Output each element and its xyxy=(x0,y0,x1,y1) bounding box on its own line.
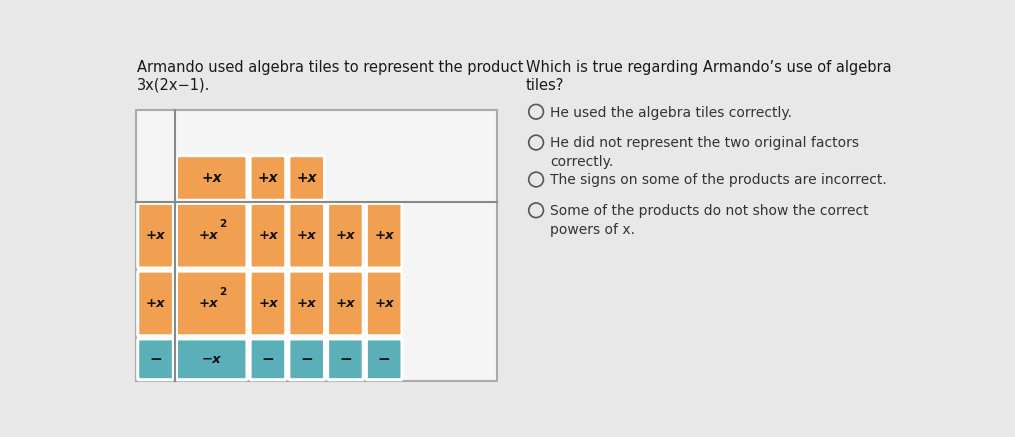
FancyBboxPatch shape xyxy=(328,203,363,268)
Text: −: − xyxy=(149,352,162,367)
Text: −: − xyxy=(300,352,313,367)
FancyBboxPatch shape xyxy=(138,203,174,268)
Text: +x: +x xyxy=(375,297,394,310)
FancyBboxPatch shape xyxy=(289,339,325,380)
FancyBboxPatch shape xyxy=(250,271,286,336)
Text: +x: +x xyxy=(336,297,355,310)
Text: +x: +x xyxy=(296,171,317,185)
Text: 2: 2 xyxy=(219,287,226,297)
FancyBboxPatch shape xyxy=(138,339,174,380)
Text: Which is true regarding Armando’s use of algebra
tiles?: Which is true regarding Armando’s use of… xyxy=(526,60,891,93)
Text: +x: +x xyxy=(199,297,218,310)
FancyBboxPatch shape xyxy=(250,339,286,380)
FancyBboxPatch shape xyxy=(366,203,402,268)
Text: +x: +x xyxy=(258,297,278,310)
FancyBboxPatch shape xyxy=(177,156,247,200)
Text: He used the algebra tiles correctly.: He used the algebra tiles correctly. xyxy=(550,106,792,120)
FancyBboxPatch shape xyxy=(289,271,325,336)
FancyBboxPatch shape xyxy=(289,203,325,268)
FancyBboxPatch shape xyxy=(366,271,402,336)
FancyBboxPatch shape xyxy=(177,203,247,268)
FancyBboxPatch shape xyxy=(250,203,286,268)
Text: −: − xyxy=(339,352,352,367)
Text: +x: +x xyxy=(258,171,278,185)
FancyBboxPatch shape xyxy=(177,271,247,336)
Text: −: − xyxy=(262,352,274,367)
Text: +x: +x xyxy=(296,229,317,242)
FancyBboxPatch shape xyxy=(289,156,325,200)
Text: +x: +x xyxy=(146,229,165,242)
Text: He did not represent the two original factors
correctly.: He did not represent the two original fa… xyxy=(550,136,859,169)
Text: The signs on some of the products are incorrect.: The signs on some of the products are in… xyxy=(550,173,887,187)
Text: −: − xyxy=(378,352,391,367)
FancyBboxPatch shape xyxy=(177,339,247,380)
Text: +x: +x xyxy=(375,229,394,242)
FancyBboxPatch shape xyxy=(250,156,286,200)
Text: +x: +x xyxy=(336,229,355,242)
Text: Some of the products do not show the correct
powers of x.: Some of the products do not show the cor… xyxy=(550,204,869,236)
FancyBboxPatch shape xyxy=(328,339,363,380)
Text: +x: +x xyxy=(199,229,218,242)
FancyBboxPatch shape xyxy=(366,339,402,380)
Bar xyxy=(136,110,496,381)
Text: 2: 2 xyxy=(219,219,226,229)
Text: −x: −x xyxy=(202,353,221,366)
Text: +x: +x xyxy=(258,229,278,242)
FancyBboxPatch shape xyxy=(328,271,363,336)
Text: +x: +x xyxy=(146,297,165,310)
Text: Armando used algebra tiles to represent the product
3x(2x−1).: Armando used algebra tiles to represent … xyxy=(137,60,524,93)
Text: +x: +x xyxy=(296,297,317,310)
FancyBboxPatch shape xyxy=(138,271,174,336)
Text: +x: +x xyxy=(201,171,222,185)
